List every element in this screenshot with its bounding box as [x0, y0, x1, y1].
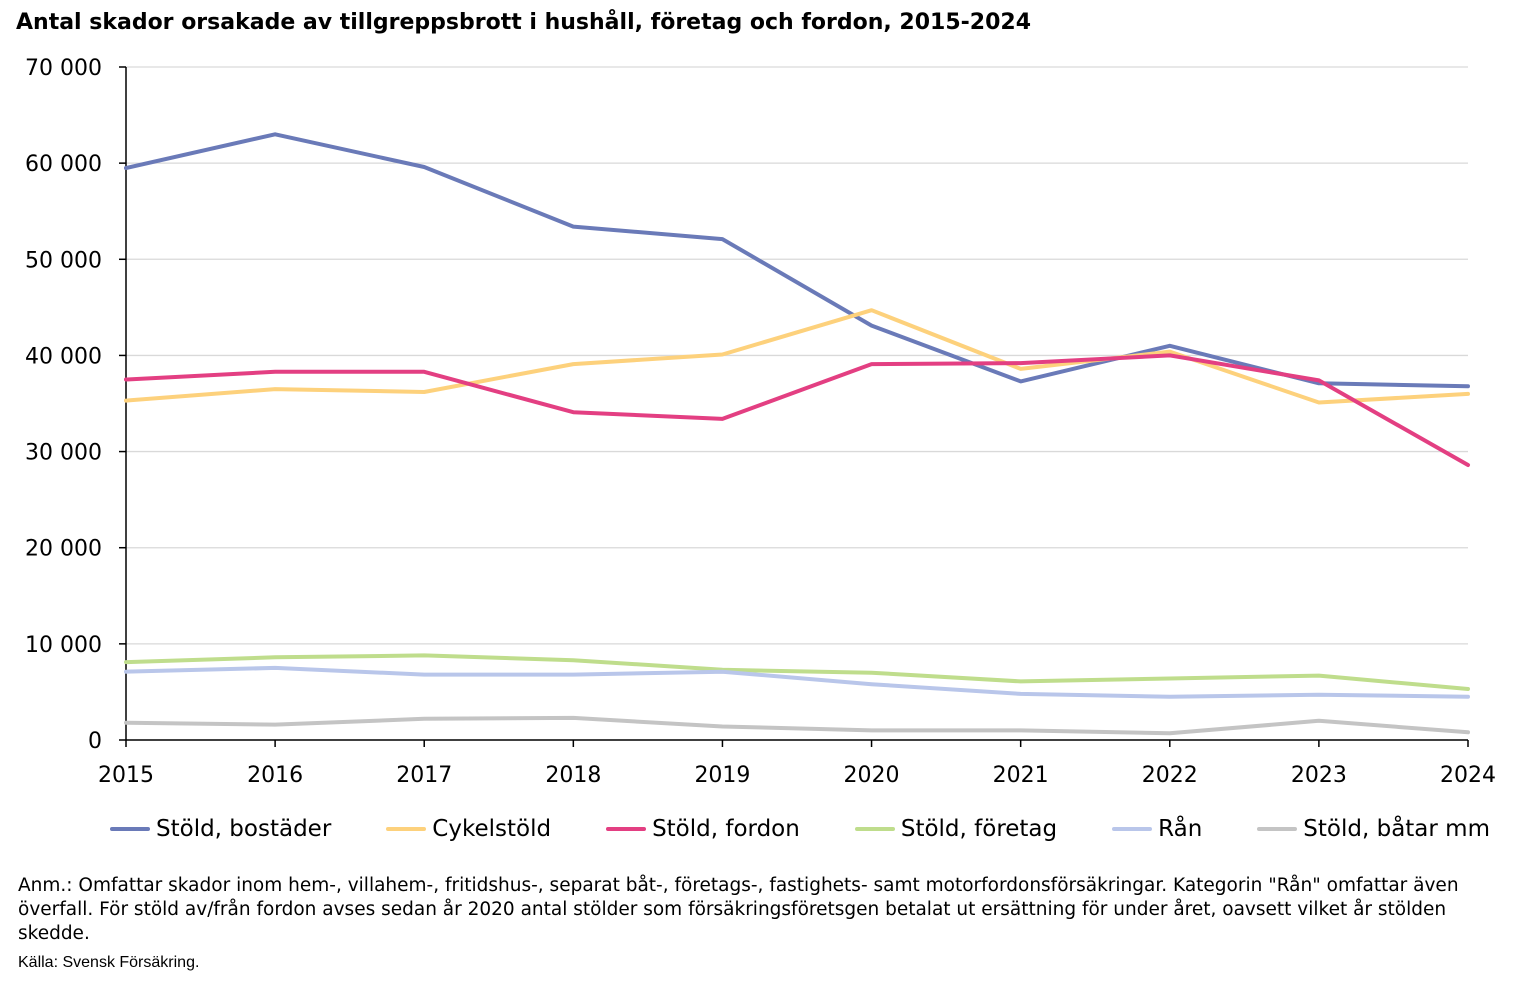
line-chart: 0 10 000 20 000 30 000 40 000 50 000 60 000 70 …	[25, 56, 1496, 788]
y-tick-label: 40 000	[25, 344, 102, 369]
chart-note: Anm.: Omfattar skador inom hem-, villahe…	[18, 875, 1459, 944]
x-tick-label: 2022	[1142, 763, 1198, 788]
legend-label: Stöld, båtar mm	[1303, 816, 1490, 842]
x-tick-label: 2016	[247, 763, 303, 788]
series-line	[124, 308, 1470, 405]
y-tick-label: 0	[88, 729, 102, 754]
x-tick-label: 2015	[98, 763, 154, 788]
legend-label: Cykelstöld	[432, 816, 552, 842]
series-line	[124, 715, 1470, 736]
y-tick-label: 50 000	[25, 248, 102, 273]
series-lines	[124, 132, 1470, 736]
legend-swatch	[606, 827, 647, 831]
y-tick-label: 70 000	[25, 56, 102, 81]
x-tick-label: 2018	[545, 763, 601, 788]
y-tick-label: 30 000	[25, 441, 102, 466]
gridlines	[126, 66, 1468, 645]
legend-swatch	[386, 827, 427, 831]
x-tick-label: 2019	[694, 763, 750, 788]
axes	[119, 66, 1469, 747]
legend-swatch	[110, 827, 150, 831]
legend-swatch	[854, 827, 895, 831]
legend-swatch	[1112, 827, 1153, 831]
y-tick-label: 20 000	[25, 537, 102, 562]
series-line	[124, 653, 1470, 691]
legend-label: Stöld, företag	[900, 816, 1058, 842]
legend-label: Rån	[1158, 816, 1203, 842]
legend-item: Stöld, fordon	[606, 816, 800, 842]
legend-item: Stöld, bostäder	[110, 816, 331, 842]
legend-item: Stöld, båtar mm	[1257, 816, 1490, 842]
series-line	[124, 665, 1470, 699]
x-tick-label: 2021	[993, 763, 1049, 788]
legend-item: Cykelstöld	[386, 816, 551, 842]
y-axis-tick-labels: 0 10 000 20 000 30 000 40 000 50 000 60 000 70 …	[25, 56, 102, 754]
x-tick-label: 2020	[844, 763, 900, 788]
legend: Stöld, bostäder Cykelstöld Stöld, fordon St…	[110, 816, 1490, 842]
y-tick-label: 10 000	[25, 633, 102, 658]
series-line	[124, 132, 1470, 389]
legend-label: Stöld, bostäder	[156, 816, 332, 842]
y-tick-label: 60 000	[25, 152, 102, 177]
chart-source: Källa: Svensk Försäkring.	[18, 954, 200, 971]
x-tick-label: 2023	[1291, 763, 1347, 788]
legend-item: Rån	[1112, 816, 1202, 842]
legend-label: Stöld, fordon	[652, 816, 800, 842]
x-tick-label: 2017	[396, 763, 452, 788]
legend-swatch	[1257, 827, 1298, 831]
series-line	[124, 353, 1470, 467]
x-tick-label: 2024	[1440, 763, 1496, 788]
chart-title: Antal skador orsakade av tillgreppsbrott…	[16, 10, 1031, 35]
x-axis-tick-labels: 2015 2016 2017 2018 2019 2020 2021 2022 2023 2024	[98, 763, 1496, 788]
legend-item: Stöld, företag	[854, 816, 1058, 842]
